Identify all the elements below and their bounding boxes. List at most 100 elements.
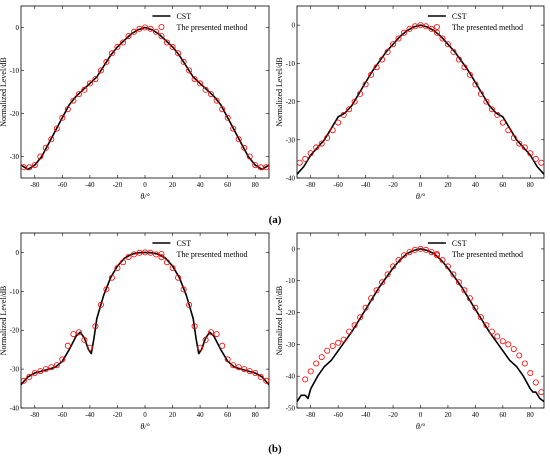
data-point-marker bbox=[108, 50, 115, 57]
y-tick-label: -20 bbox=[286, 309, 296, 317]
data-point-marker bbox=[64, 106, 71, 113]
data-point-marker bbox=[411, 246, 418, 253]
data-point-marker bbox=[379, 56, 386, 63]
data-point-marker bbox=[340, 336, 347, 343]
data-point-marker bbox=[444, 41, 451, 48]
data-point-marker bbox=[64, 342, 71, 349]
data-point-marker bbox=[324, 347, 331, 354]
x-tick-label: 60 bbox=[224, 411, 232, 419]
x-axis-title: θ/° bbox=[140, 192, 150, 201]
data-point-marker bbox=[191, 323, 198, 330]
data-point-marker bbox=[362, 81, 369, 88]
data-point-marker bbox=[384, 48, 391, 55]
data-point-marker bbox=[499, 338, 506, 345]
chart-panel-a-left: -80 -60 -40 -20 0 20 40 60 80 0 -10 -20 -30 θ/° Normal… bbox=[0, 5, 270, 201]
data-point-marker bbox=[373, 287, 380, 294]
legend-marker-swatch bbox=[433, 23, 440, 30]
data-point-marker bbox=[532, 379, 539, 386]
data-point-marker bbox=[235, 136, 242, 143]
data-point-marker bbox=[433, 29, 440, 36]
data-point-marker bbox=[213, 97, 220, 104]
data-point-marker bbox=[70, 97, 77, 104]
data-point-marker bbox=[125, 33, 132, 40]
data-point-marker bbox=[335, 119, 342, 126]
series-line-cst bbox=[297, 24, 544, 175]
data-point-marker bbox=[70, 331, 77, 338]
plot-area bbox=[297, 245, 544, 403]
data-point-marker bbox=[180, 58, 187, 65]
x-tick-label: 40 bbox=[197, 411, 205, 419]
data-point-marker bbox=[417, 245, 424, 252]
y-tick-label: -20 bbox=[10, 110, 20, 118]
data-point-marker bbox=[307, 368, 314, 375]
legend-label-cst: CST bbox=[176, 12, 191, 21]
data-point-marker bbox=[147, 249, 154, 256]
y-tick-label: 0 bbox=[292, 245, 296, 253]
plot-area bbox=[297, 22, 544, 175]
data-point-marker bbox=[219, 106, 226, 113]
data-point-marker bbox=[318, 140, 325, 147]
y-axis-title: Normalized Level/dB bbox=[275, 286, 284, 356]
data-point-marker bbox=[384, 271, 391, 278]
data-point-marker bbox=[411, 23, 418, 30]
plot-frame bbox=[296, 232, 545, 409]
y-axis-title: Normalized Level/dB bbox=[0, 286, 8, 356]
data-point-marker bbox=[340, 111, 347, 118]
y-axis-title: Normalized Level/dB bbox=[275, 57, 284, 127]
x-tick-label: -80 bbox=[30, 181, 40, 189]
data-point-marker bbox=[191, 76, 198, 83]
data-point-marker bbox=[163, 39, 170, 46]
data-point-marker bbox=[483, 322, 490, 329]
data-point-marker bbox=[147, 25, 154, 32]
data-point-marker bbox=[42, 366, 49, 373]
legend-label-presented-method: The presented method bbox=[176, 250, 247, 259]
x-tick-label: -40 bbox=[361, 411, 371, 419]
data-point-marker bbox=[37, 153, 44, 160]
x-tick-label: -40 bbox=[361, 181, 371, 189]
y-tick-label: -10 bbox=[286, 60, 296, 68]
x-tick-label: 0 bbox=[419, 411, 423, 419]
data-point-marker bbox=[37, 368, 44, 375]
data-point-marker bbox=[136, 25, 143, 32]
data-point-marker bbox=[130, 28, 137, 35]
x-tick-label: 0 bbox=[419, 181, 423, 189]
data-point-marker bbox=[494, 333, 501, 340]
x-tick-label: 60 bbox=[499, 181, 507, 189]
data-point-marker bbox=[521, 144, 528, 151]
data-point-marker bbox=[297, 159, 303, 166]
legend-marker-swatch bbox=[158, 23, 165, 30]
chart-panel-b-right: -80 -60 -40 -20 0 20 40 60 80 0 -10 -20 -30 -40 -50 θ/°… bbox=[275, 232, 545, 431]
data-point-marker bbox=[81, 86, 88, 93]
data-point-marker bbox=[395, 256, 402, 263]
data-point-marker bbox=[472, 81, 479, 88]
data-point-marker bbox=[472, 304, 479, 311]
data-point-marker bbox=[21, 377, 27, 384]
data-point-marker bbox=[75, 91, 82, 98]
data-point-marker bbox=[422, 23, 429, 30]
plot-area bbox=[21, 24, 269, 171]
legend-label-cst: CST bbox=[452, 12, 467, 21]
data-point-marker bbox=[444, 263, 451, 270]
x-axis-title: θ/° bbox=[416, 422, 426, 431]
x-tick-label: -20 bbox=[388, 181, 398, 189]
data-point-marker bbox=[450, 271, 457, 278]
x-tick-label: 20 bbox=[444, 411, 452, 419]
x-tick-label: 80 bbox=[527, 411, 535, 419]
data-point-marker bbox=[510, 346, 517, 353]
data-point-marker bbox=[390, 263, 397, 270]
data-point-marker bbox=[31, 162, 38, 169]
y-tick-label: -40 bbox=[286, 175, 296, 183]
x-tick-label: -20 bbox=[388, 411, 398, 419]
data-point-marker bbox=[428, 25, 435, 32]
data-point-marker bbox=[219, 342, 226, 349]
legend-marker-swatch bbox=[158, 250, 165, 257]
data-point-marker bbox=[466, 71, 473, 78]
data-point-marker bbox=[120, 259, 127, 266]
legend-label-presented-method: The presented method bbox=[176, 23, 247, 32]
data-point-marker bbox=[373, 64, 380, 71]
x-tick-label: 60 bbox=[499, 411, 507, 419]
y-tick-label: -50 bbox=[286, 405, 296, 413]
series-line-cst bbox=[21, 251, 269, 386]
data-point-marker bbox=[527, 150, 534, 157]
